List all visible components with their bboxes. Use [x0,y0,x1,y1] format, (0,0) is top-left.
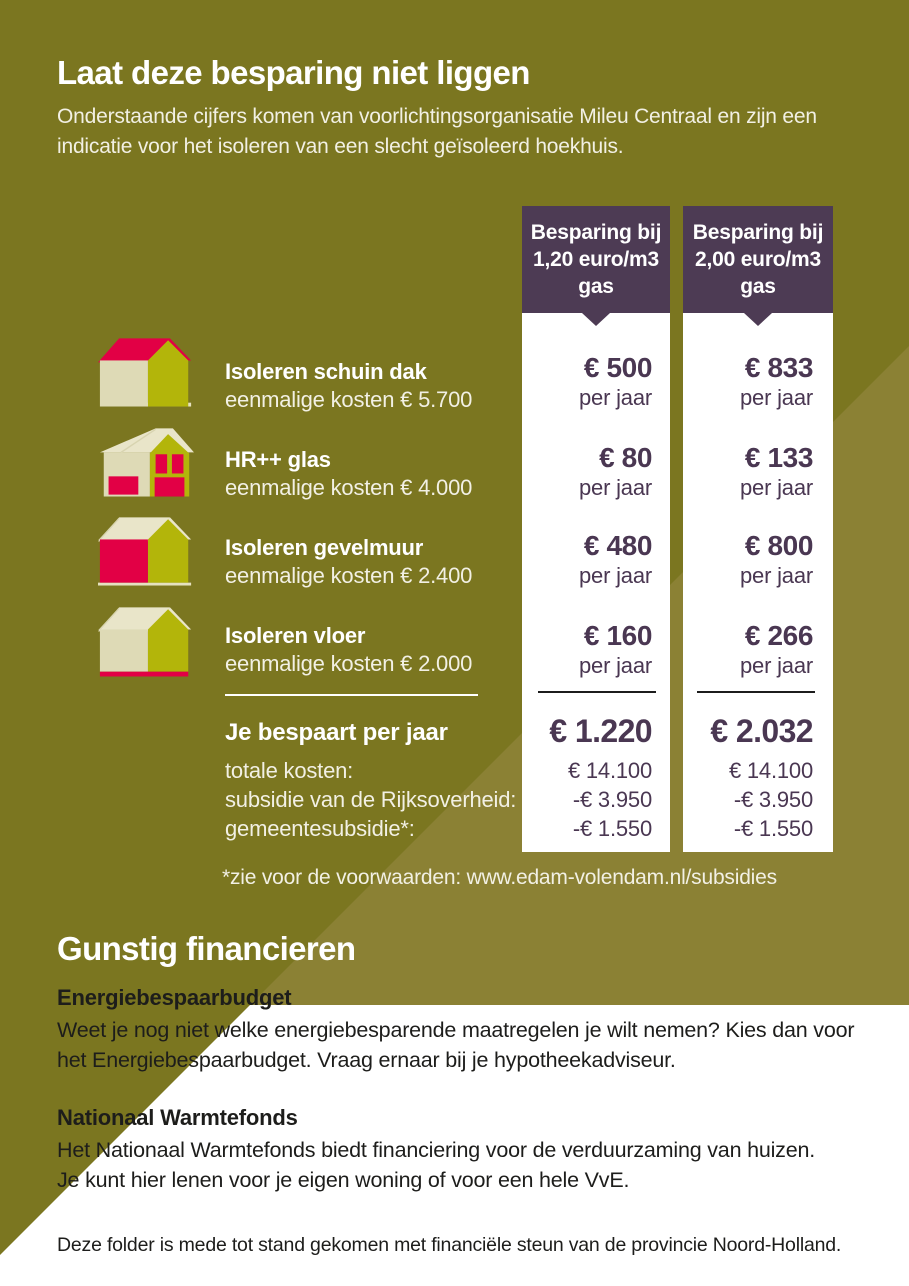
measure-name: Isoleren schuin dak [225,359,427,384]
saving-amount: € 800 [744,530,813,561]
saving-amount: € 160 [583,620,652,651]
column-header-2: Besparing bij 2,00 euro/m3 gas [683,206,833,313]
value-cell: € 266 per jaar [683,620,813,680]
row-label-schuin-dak: Isoleren schuin dak eenmalige kosten € 5… [225,358,520,414]
row-label-gevelmuur: Isoleren gevelmuur eenmalige kosten € 2.… [225,534,520,590]
house-sloped-roof-icon [98,338,192,407]
subsidy-footnote: *zie voor de voorwaarden: www.edam-volen… [222,866,777,889]
measure-name: HR++ glas [225,447,331,472]
per-year-label: per jaar [579,475,652,500]
value-cell: € 80 per jaar [522,442,652,502]
measure-cost: eenmalige kosten € 5.700 [225,387,473,412]
section-body-energiebespaarbudget: Weet je nog niet welke energiebesparende… [57,1018,855,1072]
totals-title: Je bespaart per jaar [225,719,448,746]
per-year-label: per jaar [740,475,813,500]
provenance-footer: Deze folder is mede tot stand gekomen me… [57,1234,842,1256]
per-year-label: per jaar [740,563,813,588]
house-wall-icon [98,517,192,586]
total-saving-col1: € 1.220 [549,713,652,749]
section-title-energiebespaarbudget: Energiebespaarbudget [57,985,292,1010]
total-breakdown-col2: € 14.100 -€ 3.950 -€ 1.550 [728,758,813,841]
measure-name: Isoleren gevelmuur [225,535,424,560]
saving-amount: € 133 [744,442,813,473]
measure-cost: eenmalige kosten € 2.400 [225,563,473,588]
page-title: Laat deze besparing niet liggen [57,54,530,91]
measure-cost: eenmalige kosten € 4.000 [225,475,473,500]
value-cell: € 800 per jaar [683,530,813,590]
per-year-label: per jaar [740,385,813,410]
saving-amount: € 833 [744,352,813,383]
value-cell: € 133 per jaar [683,442,813,502]
per-year-label: per jaar [740,653,813,678]
section-body-warmtefonds: Het Nationaal Warmtefonds biedt financie… [57,1138,816,1192]
per-year-label: per jaar [579,385,652,410]
section-title-warmtefonds: Nationaal Warmtefonds [57,1105,298,1130]
per-year-label: per jaar [579,653,652,678]
value-cell: € 833 per jaar [683,352,813,412]
saving-amount: € 266 [744,620,813,651]
intro-text: Onderstaande cijfers komen van voorlicht… [57,105,817,158]
total-saving-col2: € 2.032 [710,713,813,749]
row-label-hr-glas: HR++ glas eenmalige kosten € 4.000 [225,446,520,502]
measure-name: Isoleren vloer [225,623,366,648]
per-year-label: per jaar [579,563,652,588]
saving-amount: € 500 [583,352,652,383]
total-breakdown-col1: € 14.100 -€ 3.950 -€ 1.550 [567,758,652,841]
row-label-vloer: Isoleren vloer eenmalige kosten € 2.000 [225,622,520,678]
measure-cost: eenmalige kosten € 2.000 [225,651,473,676]
saving-amount: € 480 [583,530,652,561]
totals-divider-left [225,694,478,696]
saving-amount: € 80 [599,442,652,473]
finance-heading: Gunstig financieren [57,930,356,967]
column-header-1: Besparing bij 1,20 euro/m3 gas [522,206,670,313]
totals-divider-col1 [538,691,656,693]
house-floor-icon [98,607,192,677]
totals-divider-col2 [697,691,815,693]
house-windows-icon [99,428,194,497]
value-cell: € 500 per jaar [522,352,652,412]
value-cell: € 480 per jaar [522,530,652,590]
value-cell: € 160 per jaar [522,620,652,680]
totals-sub-labels: totale kosten: subsidie van de Rijksover… [225,758,517,841]
